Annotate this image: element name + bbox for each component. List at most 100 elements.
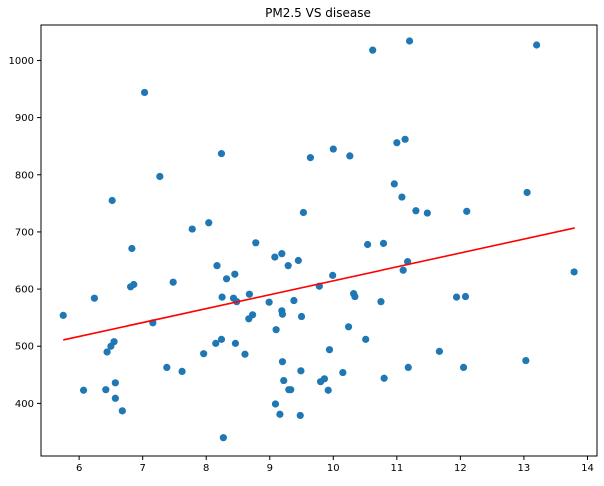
data-point <box>435 347 444 355</box>
data-point <box>346 152 354 160</box>
data-point <box>231 270 239 278</box>
data-point <box>217 150 226 158</box>
x-tick-label: 6 <box>76 463 82 474</box>
data-point <box>271 253 279 261</box>
data-point <box>272 326 280 334</box>
data-point <box>212 339 220 347</box>
data-point <box>276 410 284 418</box>
data-point <box>398 193 406 201</box>
data-point <box>103 348 111 356</box>
points-layer <box>59 37 578 442</box>
data-point <box>265 298 273 306</box>
data-point <box>287 386 295 394</box>
data-point <box>423 209 431 217</box>
data-point <box>231 339 240 347</box>
data-point <box>344 323 353 331</box>
data-point <box>108 196 116 205</box>
data-point <box>320 375 328 383</box>
data-point <box>222 275 231 283</box>
data-point <box>290 296 298 305</box>
y-tick-label: 400 <box>15 399 34 410</box>
x-tick-label: 11 <box>390 463 403 474</box>
data-point <box>369 46 377 54</box>
x-tick-label: 8 <box>203 463 209 474</box>
x-tick-label: 10 <box>327 463 340 474</box>
x-tick-label: 12 <box>454 463 467 474</box>
data-point <box>299 208 308 217</box>
data-point <box>405 37 414 45</box>
fit-line-layer <box>63 227 575 341</box>
data-point <box>200 350 208 358</box>
y-tick-label: 500 <box>15 342 34 353</box>
data-point <box>249 311 257 319</box>
data-point <box>412 207 420 215</box>
data-point <box>377 298 385 306</box>
data-point <box>404 363 412 371</box>
data-point <box>459 363 468 371</box>
chart-title: PM2.5 VS disease <box>265 6 371 20</box>
data-point <box>218 293 226 301</box>
data-point <box>364 240 372 249</box>
data-point <box>393 139 401 147</box>
data-point <box>213 262 221 270</box>
data-point <box>306 154 315 162</box>
data-point <box>156 172 164 181</box>
y-tick-label: 800 <box>15 170 34 181</box>
data-point <box>245 290 254 298</box>
data-point <box>130 280 138 289</box>
data-point <box>325 346 334 354</box>
data-point <box>533 41 541 49</box>
data-point <box>205 219 213 227</box>
data-point <box>271 400 280 408</box>
data-point <box>252 239 260 247</box>
data-point <box>111 394 119 402</box>
data-point <box>297 312 306 321</box>
data-point <box>294 256 302 265</box>
x-tick-label: 9 <box>267 463 273 474</box>
data-point <box>461 292 470 301</box>
data-point <box>140 88 149 97</box>
data-point <box>178 367 186 375</box>
data-point <box>280 376 288 385</box>
data-point <box>463 207 471 215</box>
plot-frame <box>40 24 598 457</box>
y-tick-label: 1000 <box>9 56 34 67</box>
axes-layer: 6 7 8 9 10 11 12 13 14 400 500 600 700 800 900 1000 <box>9 24 598 474</box>
data-point <box>401 135 409 143</box>
data-point <box>219 434 227 442</box>
data-point <box>188 225 196 233</box>
data-point <box>278 310 287 318</box>
data-point <box>297 367 305 375</box>
data-point <box>169 278 177 286</box>
data-point <box>278 358 287 366</box>
data-point <box>522 356 530 365</box>
data-point <box>390 180 398 188</box>
data-point <box>111 379 119 387</box>
x-tick-label: 7 <box>139 463 145 474</box>
data-point <box>241 350 249 358</box>
data-point <box>362 335 370 343</box>
data-point <box>128 244 136 253</box>
data-point <box>570 268 578 276</box>
data-point <box>163 363 171 371</box>
data-point <box>399 266 407 274</box>
y-tick-label: 700 <box>15 227 34 238</box>
data-point <box>278 250 286 258</box>
data-point <box>379 239 388 247</box>
data-point <box>296 411 304 420</box>
y-tick-label: 900 <box>15 113 34 124</box>
y-tick-label: 600 <box>15 285 34 296</box>
data-point <box>351 292 359 301</box>
data-point <box>324 386 332 394</box>
data-point <box>339 368 347 377</box>
data-point <box>59 311 67 319</box>
x-tick-label: 14 <box>581 463 594 474</box>
regression-line <box>63 227 575 341</box>
data-point <box>329 145 337 153</box>
data-point <box>102 386 110 394</box>
data-point <box>329 271 337 279</box>
data-point <box>284 262 292 270</box>
data-point <box>118 407 126 415</box>
data-point <box>79 386 88 394</box>
